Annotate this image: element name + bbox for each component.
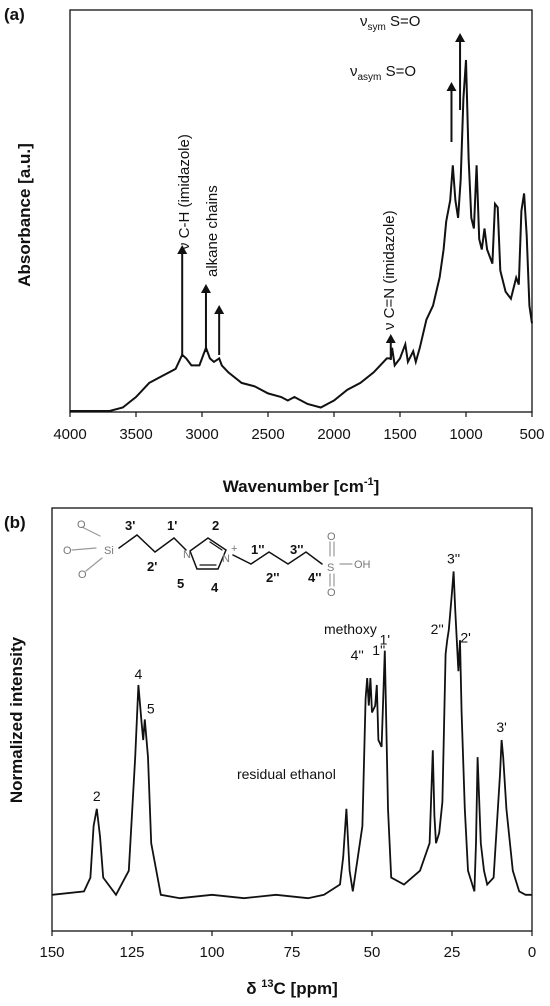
peak-label: 3' <box>496 719 506 735</box>
peak-label: 1'' <box>372 642 385 658</box>
x-ticks-a: 4000 3500 3000 2500 2000 1500 1000 500 <box>53 412 545 443</box>
x-tick-label-a: 3500 <box>119 426 152 443</box>
x-tick-label-a: 4000 <box>53 426 86 443</box>
svg-text:Normalized intensity: Normalized intensity <box>7 636 26 803</box>
annotation-arrowhead <box>200 284 211 293</box>
annotation-nu-sym-so: νsym S=O <box>360 13 420 33</box>
y-axis-label-a: Absorbance [a.u.] <box>15 143 34 287</box>
x-tick-label-b: 50 <box>364 944 381 961</box>
annotation-cn-imidazole: ν C=N (imidazole) <box>381 210 398 330</box>
svg-text:4: 4 <box>211 580 219 595</box>
svg-text:1'': 1'' <box>251 542 264 557</box>
annotation-alkane-chains: alkane chains <box>204 185 221 277</box>
annotation-arrowhead <box>385 334 396 343</box>
x-tick-label-a: 1500 <box>383 426 416 443</box>
svg-text:OH: OH <box>354 559 371 571</box>
svg-text:3': 3' <box>125 518 135 533</box>
ftir-spectrum-line <box>70 59 533 412</box>
svg-text:+: + <box>231 543 237 555</box>
svg-text:O: O <box>63 545 72 557</box>
molecule-structure-inset: O O O Si N N + S O O OH 3' 1' 2' 2 5 4 1… <box>63 518 371 599</box>
svg-text:S: S <box>327 562 334 574</box>
svg-text:Absorbance [a.u.]: Absorbance [a.u.] <box>15 143 34 287</box>
x-tick-label-a: 1000 <box>449 426 482 443</box>
ftir-chart: (a) Absorbance [a.u.] 4000 3500 3000 2500 20… <box>4 5 545 496</box>
peak-labels-b: 2 4 5 residual ethanol 4'' methoxy 1''1' 2'' 3''… <box>93 550 507 803</box>
svg-text:O: O <box>78 569 87 581</box>
plot-frame-a <box>69 9 533 413</box>
svg-text:N: N <box>183 549 191 561</box>
annotation-arrows-a <box>177 33 466 360</box>
peak-label: 4'' <box>351 647 364 663</box>
svg-text:2'': 2'' <box>266 570 279 585</box>
svg-text:νasym S=O: νasym S=O <box>350 63 416 83</box>
x-axis-label-b: δ 13C [ppm] <box>246 978 338 998</box>
x-tick-label-b: 0 <box>528 944 536 961</box>
annotation-arrowhead <box>455 33 466 42</box>
annotation-arrowhead <box>177 245 188 254</box>
x-tick-label-a: 2500 <box>251 426 284 443</box>
panel-label-a: (a) <box>4 5 25 24</box>
svg-text:ν C=N (imidazole): ν C=N (imidazole) <box>381 210 398 330</box>
panel-label-b: (b) <box>4 513 26 532</box>
svg-text:3'': 3'' <box>290 542 303 557</box>
peak-label: 3'' <box>447 550 460 566</box>
svg-text:N: N <box>222 553 230 565</box>
svg-text:O: O <box>327 587 336 599</box>
svg-text:νsym S=O: νsym S=O <box>360 13 420 33</box>
svg-text:2: 2 <box>212 518 219 533</box>
x-tick-label-b: 150 <box>39 944 64 961</box>
annotation-ch-imidazole: ν C-H (imidazole) <box>176 134 193 250</box>
x-tick-label-b: 75 <box>284 944 301 961</box>
svg-text:4'': 4'' <box>308 570 321 585</box>
svg-text:2': 2' <box>147 559 157 574</box>
nmr-chart: (b) Normalized intensity 150 125 100 75 50 25… <box>4 507 536 998</box>
x-axis-label-a: Wavenumber [cm-1] <box>223 476 380 496</box>
svg-text:Si: Si <box>104 545 114 557</box>
peak-label: 5 <box>147 700 155 716</box>
svg-text:Wavenumber [cm-1]: Wavenumber [cm-1] <box>223 476 380 496</box>
peak-label: 4 <box>135 666 143 682</box>
peak-label: methoxy <box>324 621 377 637</box>
svg-text:δ 13C [ppm]: δ 13C [ppm] <box>246 978 338 998</box>
annotation-nu-asym-so: νasym S=O <box>350 63 416 83</box>
nmr-spectrum-line <box>51 571 532 900</box>
svg-text:alkane chains: alkane chains <box>204 185 221 277</box>
y-axis-label-b: Normalized intensity <box>7 636 26 803</box>
peak-label: 1' <box>380 632 390 648</box>
annotation-arrowhead <box>214 305 225 314</box>
svg-text:O: O <box>77 519 86 531</box>
x-tick-label-a: 500 <box>519 426 544 443</box>
svg-text:ν C-H (imidazole): ν C-H (imidazole) <box>176 134 193 250</box>
svg-text:O: O <box>327 531 336 543</box>
x-tick-label-b: 100 <box>199 944 224 961</box>
x-tick-label-b: 25 <box>444 944 461 961</box>
x-ticks-b: 150 125 100 75 50 25 0 <box>39 931 536 961</box>
peak-label: 2 <box>93 788 101 804</box>
annotation-arrowhead <box>446 82 457 91</box>
svg-text:1': 1' <box>167 518 177 533</box>
svg-text:5: 5 <box>177 576 184 591</box>
plot-frame-b <box>51 507 533 932</box>
peak-label: 2' <box>460 629 470 645</box>
x-tick-label-a: 2000 <box>317 426 350 443</box>
x-tick-label-b: 125 <box>119 944 144 961</box>
peak-label: 2'' <box>431 621 444 637</box>
peak-label: residual ethanol <box>237 766 336 782</box>
x-tick-label-a: 3000 <box>185 426 218 443</box>
